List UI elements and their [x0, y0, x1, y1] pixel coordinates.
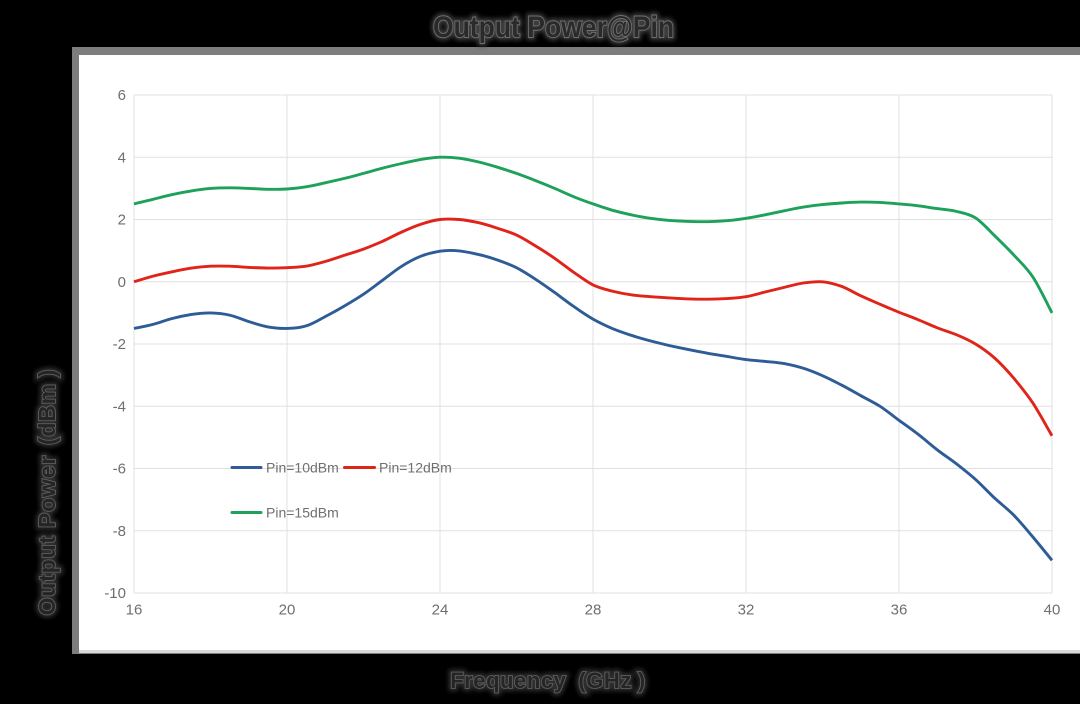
svg-text:Output Power(dBm): Output Power(dBm): [34, 369, 60, 616]
svg-text:16: 16: [126, 602, 143, 619]
svg-text:-10: -10: [104, 585, 126, 602]
svg-text:Output Power@Pin: Output Power@Pin: [433, 11, 674, 45]
svg-text:Output Power@Pin: Output Power@Pin: [433, 11, 674, 45]
svg-text:20: 20: [279, 602, 296, 619]
svg-text:6: 6: [118, 87, 126, 104]
svg-text:Output Power(dBm): Output Power(dBm): [34, 369, 60, 616]
svg-text:0: 0: [118, 274, 126, 291]
svg-text:2: 2: [118, 212, 126, 229]
svg-text:-2: -2: [113, 336, 126, 353]
svg-text:36: 36: [891, 602, 908, 619]
svg-text:-4: -4: [113, 398, 126, 415]
svg-text:Pin=15dBm: Pin=15dBm: [266, 505, 339, 521]
svg-text:28: 28: [585, 602, 602, 619]
svg-text:4: 4: [118, 149, 126, 166]
svg-text:Frequency(GHz): Frequency (GHz): [450, 668, 646, 693]
svg-text:Pin=12dBm: Pin=12dBm: [379, 460, 452, 476]
svg-text:Pin=10dBm: Pin=10dBm: [266, 460, 339, 476]
svg-text:-6: -6: [113, 461, 126, 478]
svg-text:24: 24: [432, 602, 449, 619]
svg-text:40: 40: [1044, 602, 1061, 619]
svg-text:32: 32: [738, 602, 755, 619]
svg-text:-8: -8: [113, 523, 126, 540]
svg-text:Frequency(GHz): Frequency (GHz): [450, 668, 646, 693]
